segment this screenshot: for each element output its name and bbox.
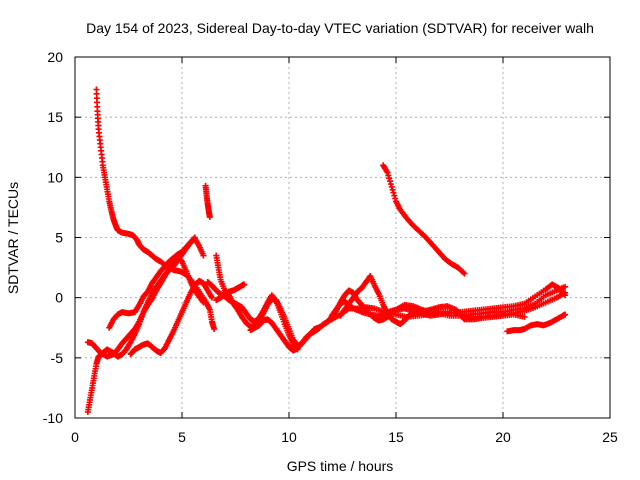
data-points xyxy=(84,86,569,415)
plot-frame xyxy=(74,56,611,419)
series-arc-6 xyxy=(202,182,213,221)
y-tick-label: -5 xyxy=(51,350,64,366)
x-tick-label: 0 xyxy=(71,429,79,445)
series-arc-5 xyxy=(127,277,215,358)
y-tick-label: 20 xyxy=(47,49,63,65)
data-point xyxy=(208,294,215,301)
y-tick-label: 0 xyxy=(55,290,63,306)
y-tick-label: 15 xyxy=(47,109,63,125)
x-tick-label: 25 xyxy=(602,429,618,445)
y-tick-labels: -10 -5 0 5 10 15 20 xyxy=(43,49,63,426)
data-point xyxy=(461,270,468,277)
data-point xyxy=(391,192,398,199)
x-tick-label: 20 xyxy=(495,429,511,445)
x-tick-labels: 0 5 10 15 20 25 xyxy=(71,429,618,445)
data-point xyxy=(521,313,528,320)
x-tick-label: 10 xyxy=(281,429,297,445)
series-arc-14 xyxy=(504,311,569,335)
data-point xyxy=(241,281,248,288)
grid xyxy=(75,57,610,418)
data-point xyxy=(390,189,397,196)
x-tick-label: 15 xyxy=(388,429,404,445)
data-point xyxy=(387,181,394,188)
data-point xyxy=(562,283,569,290)
series-arc-12 xyxy=(328,281,569,319)
series-arc-4 xyxy=(106,235,207,331)
series-arc-11 xyxy=(337,273,528,328)
series-arc-9 xyxy=(213,281,248,304)
data-point xyxy=(386,175,393,182)
x-tick-label: 5 xyxy=(178,429,186,445)
y-tick-label: -10 xyxy=(43,410,63,426)
chart-title: Day 154 of 2023, Sidereal Day-to-day VTE… xyxy=(86,20,594,36)
data-point xyxy=(200,299,207,306)
y-axis-label: SDTVAR / TECUs xyxy=(5,182,21,294)
data-point xyxy=(562,311,569,318)
data-point xyxy=(384,169,391,176)
series-arc-13 xyxy=(380,162,468,277)
data-point xyxy=(562,292,569,299)
data-point xyxy=(388,183,395,190)
x-axis-label: GPS time / hours xyxy=(287,458,394,474)
data-point xyxy=(385,172,392,179)
series-arc-8 xyxy=(204,279,301,353)
data-point xyxy=(206,214,213,221)
data-point xyxy=(211,325,218,332)
y-tick-label: 5 xyxy=(55,230,63,246)
data-point xyxy=(392,195,399,202)
data-point xyxy=(200,252,207,259)
data-point xyxy=(387,178,394,185)
data-point xyxy=(389,186,396,193)
y-tick-label: 10 xyxy=(47,169,63,185)
